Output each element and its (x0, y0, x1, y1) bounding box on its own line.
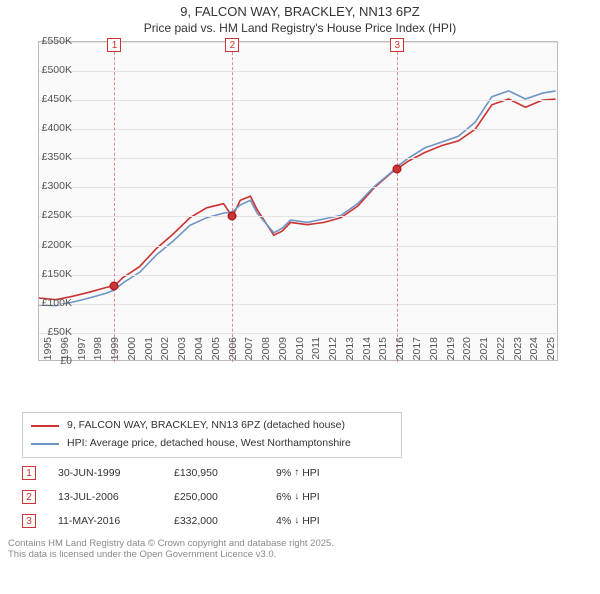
y-axis-label: £350K (32, 151, 72, 163)
y-axis-label: £550K (32, 35, 72, 47)
event-box: 1 (22, 466, 36, 480)
footer-attribution: Contains HM Land Registry data © Crown c… (8, 538, 600, 562)
chart-lines-svg (39, 42, 559, 362)
marker-line (232, 42, 233, 362)
title-line-1: 9, FALCON WAY, BRACKLEY, NN13 6PZ (0, 4, 600, 21)
marker-box: 3 (390, 38, 404, 52)
arrow-down-icon: ↓ (294, 515, 299, 526)
x-axis-label: 2018 (428, 337, 440, 367)
chart-container: 9, FALCON WAY, BRACKLEY, NN13 6PZ Price … (0, 4, 600, 594)
marker-dot (228, 212, 237, 221)
event-relative: 6%↓ HPI (276, 491, 320, 503)
arrow-down-icon: ↓ (294, 491, 299, 502)
x-axis-label: 2008 (260, 337, 272, 367)
legend-item: HPI: Average price, detached house, West… (31, 435, 393, 453)
legend-label: 9, FALCON WAY, BRACKLEY, NN13 6PZ (detac… (67, 417, 345, 435)
footer-line-2: This data is licensed under the Open Gov… (8, 549, 600, 561)
x-axis-label: 2025 (545, 337, 557, 367)
x-axis-label: 2017 (411, 337, 423, 367)
event-price: £332,000 (174, 515, 254, 527)
event-date: 13-JUL-2006 (58, 491, 152, 503)
legend-swatch (31, 425, 59, 427)
marker-line (114, 42, 115, 362)
legend-box: 9, FALCON WAY, BRACKLEY, NN13 6PZ (detac… (22, 412, 402, 458)
marker-box: 2 (225, 38, 239, 52)
x-axis-label: 2009 (277, 337, 289, 367)
event-relative: 9%↑ HPI (276, 467, 320, 479)
marker-dot (393, 164, 402, 173)
x-axis-label: 1999 (109, 337, 121, 367)
x-axis-label: 2000 (126, 337, 138, 367)
event-price: £130,950 (174, 467, 254, 479)
marker-box: 1 (107, 38, 121, 52)
title-line-2: Price paid vs. HM Land Registry's House … (0, 21, 600, 35)
y-axis-label: £200K (32, 239, 72, 251)
y-axis-label: £100K (32, 297, 72, 309)
marker-dot (110, 281, 119, 290)
x-axis-label: 2003 (176, 337, 188, 367)
y-axis-label: £300K (32, 180, 72, 192)
event-row: 1 30-JUN-1999 £130,950 9%↑ HPI (22, 466, 600, 480)
x-axis-label: 2006 (227, 337, 239, 367)
event-date: 11-MAY-2016 (58, 515, 152, 527)
legend-swatch (31, 443, 59, 445)
marker-line (397, 42, 398, 362)
event-relative: 4%↓ HPI (276, 515, 320, 527)
event-box: 3 (22, 514, 36, 528)
arrow-up-icon: ↑ (294, 467, 299, 478)
plot-area: 123 £0£50K£100K£150K£200K£250K£300K£350K… (38, 41, 598, 406)
x-axis-label: 1996 (59, 337, 71, 367)
series-line (39, 91, 556, 306)
y-axis-label: £450K (32, 93, 72, 105)
x-axis-label: 2011 (310, 337, 322, 367)
x-axis-label: 2007 (243, 337, 255, 367)
x-axis-label: 2019 (445, 337, 457, 367)
x-axis-label: 2022 (495, 337, 507, 367)
x-axis-label: 2015 (377, 337, 389, 367)
y-axis-label: £150K (32, 268, 72, 280)
x-axis-label: 1995 (42, 337, 54, 367)
x-axis-label: 2010 (294, 337, 306, 367)
event-price: £250,000 (174, 491, 254, 503)
y-axis-label: £250K (32, 209, 72, 221)
x-axis-label: 2024 (528, 337, 540, 367)
x-axis-label: 1998 (92, 337, 104, 367)
x-axis-label: 1997 (76, 337, 88, 367)
event-row: 3 11-MAY-2016 £332,000 4%↓ HPI (22, 514, 600, 528)
y-axis-label: £400K (32, 122, 72, 134)
footer-line-1: Contains HM Land Registry data © Crown c… (8, 538, 600, 550)
legend-item: 9, FALCON WAY, BRACKLEY, NN13 6PZ (detac… (31, 417, 393, 435)
x-axis-label: 2020 (461, 337, 473, 367)
event-date: 30-JUN-1999 (58, 467, 152, 479)
legend-label: HPI: Average price, detached house, West… (67, 435, 351, 453)
x-axis-label: 2002 (159, 337, 171, 367)
event-box: 2 (22, 490, 36, 504)
y-axis-label: £500K (32, 64, 72, 76)
x-axis-label: 2004 (193, 337, 205, 367)
x-axis-label: 2016 (394, 337, 406, 367)
event-row: 2 13-JUL-2006 £250,000 6%↓ HPI (22, 490, 600, 504)
x-axis-label: 2012 (327, 337, 339, 367)
events-table: 1 30-JUN-1999 £130,950 9%↑ HPI 2 13-JUL-2006 £… (22, 466, 600, 528)
x-axis-label: 2021 (478, 337, 490, 367)
y-axis-label: £50K (32, 326, 72, 338)
x-axis-label: 2005 (210, 337, 222, 367)
x-axis-label: 2014 (361, 337, 373, 367)
x-axis-label: 2013 (344, 337, 356, 367)
x-axis-label: 2001 (143, 337, 155, 367)
x-axis-label: 2023 (512, 337, 524, 367)
